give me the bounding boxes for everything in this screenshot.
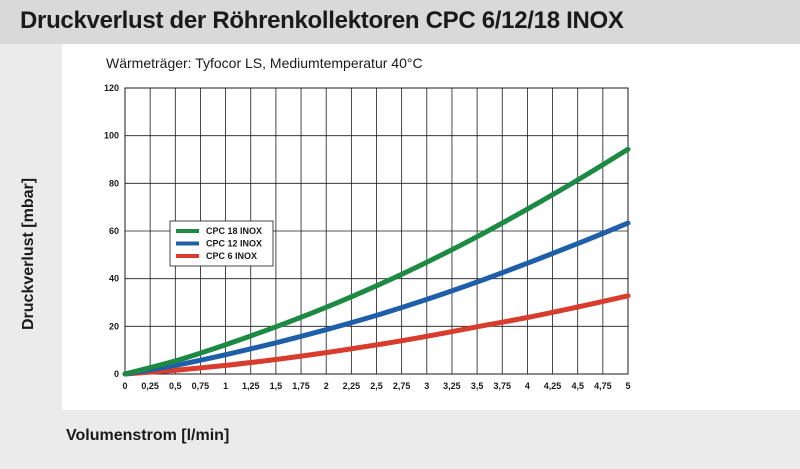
grid xyxy=(124,87,629,375)
x-tick-label: 3 xyxy=(424,381,429,391)
x-tick-label: 0,75 xyxy=(192,381,210,391)
legend-label-cpc-12-inox: CPC 12 INOX xyxy=(206,239,262,249)
series-line-cpc-6-inox xyxy=(122,293,631,377)
title-bar xyxy=(0,0,800,44)
chart-subtitle: Wärmeträger: Tyfocor LS, Mediumtemperatu… xyxy=(106,55,423,71)
series-line-cpc-18-inox xyxy=(122,146,631,377)
x-tick-label: 1,5 xyxy=(270,381,283,391)
x-tick-label: 0 xyxy=(122,381,127,391)
x-tick-label: 2,5 xyxy=(370,381,383,391)
y-tick-label: 100 xyxy=(104,131,119,141)
x-tick-label: 2,75 xyxy=(393,381,411,391)
x-tick-labels: 0 0,25 0,5 0,75 1 1,25 1,5 1,75 2 2,25 2,5 2,75 3 3,2… xyxy=(122,381,630,391)
x-tick-label: 2,25 xyxy=(343,381,361,391)
x-tick-label: 0,5 xyxy=(169,381,182,391)
x-axis-label: Volumenstrom [l/min] xyxy=(66,427,230,444)
x-tick-label: 1,75 xyxy=(292,381,310,391)
chart-title: Druckverlust der Röhrenkollektoren CPC 6… xyxy=(20,7,624,34)
x-tick-label: 3,75 xyxy=(493,381,511,391)
x-tick-label: 4,5 xyxy=(571,381,584,391)
series-lines xyxy=(122,146,631,377)
series-line-cpc-12-inox xyxy=(122,220,631,377)
legend-label-cpc-18-inox: CPC 18 INOX xyxy=(206,226,262,236)
x-tick-label: 5 xyxy=(625,381,630,391)
y-tick-labels: 0 20 40 60 80 100 120 xyxy=(104,83,119,379)
x-tick-label: 3,5 xyxy=(471,381,484,391)
x-tick-label: 1,25 xyxy=(242,381,260,391)
y-tick-label: 60 xyxy=(109,226,119,236)
y-tick-label: 20 xyxy=(109,321,119,331)
y-tick-label: 40 xyxy=(109,274,119,284)
x-tick-label: 1 xyxy=(223,381,228,391)
x-tick-label: 3,25 xyxy=(443,381,461,391)
y-tick-label: 120 xyxy=(104,83,119,93)
x-tick-label: 2 xyxy=(324,381,329,391)
legend-label-cpc-6-inox: CPC 6 INOX xyxy=(206,251,257,261)
x-tick-label: 4,75 xyxy=(594,381,612,391)
y-tick-label: 80 xyxy=(109,178,119,188)
legend: CPC 18 INOX CPC 12 INOX CPC 6 INOX xyxy=(169,220,274,267)
x-tick-label: 0,25 xyxy=(141,381,159,391)
plot-border xyxy=(124,87,629,375)
x-tick-label: 4 xyxy=(525,381,530,391)
x-tick-label: 4,25 xyxy=(544,381,562,391)
y-tick-label: 0 xyxy=(114,369,119,379)
